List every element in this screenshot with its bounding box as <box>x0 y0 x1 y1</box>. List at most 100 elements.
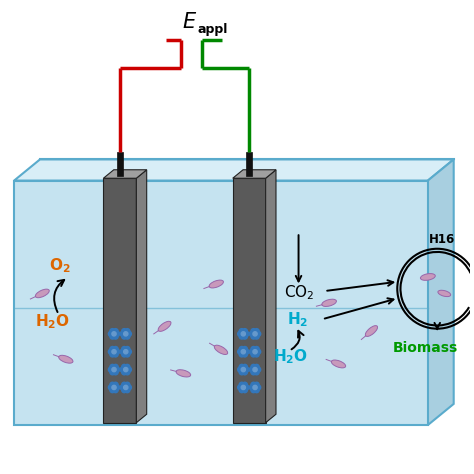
Circle shape <box>122 382 127 387</box>
Circle shape <box>237 331 243 337</box>
Circle shape <box>244 385 249 390</box>
Circle shape <box>113 346 118 352</box>
Circle shape <box>110 346 115 352</box>
Circle shape <box>239 352 245 357</box>
Circle shape <box>126 331 131 337</box>
Circle shape <box>110 388 115 392</box>
Ellipse shape <box>365 326 377 337</box>
Ellipse shape <box>209 280 223 288</box>
Circle shape <box>251 382 256 387</box>
Polygon shape <box>103 178 137 423</box>
Polygon shape <box>428 159 454 425</box>
Circle shape <box>241 350 246 354</box>
Circle shape <box>239 382 245 387</box>
Polygon shape <box>137 170 146 423</box>
Circle shape <box>125 370 130 375</box>
Circle shape <box>237 385 243 390</box>
Ellipse shape <box>438 290 451 297</box>
Ellipse shape <box>322 299 337 307</box>
Ellipse shape <box>158 321 171 331</box>
Circle shape <box>251 346 256 352</box>
Ellipse shape <box>214 345 228 355</box>
Circle shape <box>124 385 128 390</box>
Circle shape <box>241 385 246 390</box>
FancyBboxPatch shape <box>117 152 123 176</box>
Polygon shape <box>233 170 276 178</box>
Circle shape <box>242 370 247 375</box>
Circle shape <box>255 331 261 337</box>
Circle shape <box>125 365 130 370</box>
FancyBboxPatch shape <box>246 152 252 176</box>
Circle shape <box>254 370 259 375</box>
Circle shape <box>125 334 130 339</box>
Circle shape <box>126 385 131 390</box>
Circle shape <box>122 388 127 392</box>
Circle shape <box>122 328 127 334</box>
Polygon shape <box>14 181 428 425</box>
Circle shape <box>239 388 245 392</box>
Circle shape <box>115 367 119 372</box>
Polygon shape <box>14 159 454 181</box>
Ellipse shape <box>36 289 49 298</box>
Circle shape <box>112 332 116 336</box>
Circle shape <box>253 385 257 390</box>
Circle shape <box>255 349 261 354</box>
Ellipse shape <box>331 360 346 368</box>
Circle shape <box>125 352 130 357</box>
Circle shape <box>126 367 131 372</box>
Circle shape <box>113 370 118 375</box>
Text: H16: H16 <box>429 233 455 246</box>
Circle shape <box>109 331 114 337</box>
Polygon shape <box>233 178 265 423</box>
Text: appl: appl <box>198 23 228 36</box>
Circle shape <box>109 367 114 372</box>
Circle shape <box>113 334 118 339</box>
Ellipse shape <box>420 273 435 280</box>
Text: $\mathregular{H_2O}$: $\mathregular{H_2O}$ <box>273 347 308 366</box>
Circle shape <box>254 352 259 357</box>
Circle shape <box>110 382 115 387</box>
Circle shape <box>253 367 257 372</box>
Circle shape <box>120 349 125 354</box>
Circle shape <box>254 334 259 339</box>
Circle shape <box>254 388 259 392</box>
Circle shape <box>244 367 249 372</box>
Text: $\mathregular{H_2O}$: $\mathregular{H_2O}$ <box>35 312 70 331</box>
Circle shape <box>242 365 247 370</box>
Circle shape <box>242 328 247 334</box>
Circle shape <box>242 382 247 387</box>
Circle shape <box>244 331 249 337</box>
Circle shape <box>124 332 128 336</box>
Circle shape <box>242 388 247 392</box>
Circle shape <box>110 334 115 339</box>
Circle shape <box>251 334 256 339</box>
Circle shape <box>125 328 130 334</box>
Circle shape <box>237 349 243 354</box>
Circle shape <box>255 367 261 372</box>
Circle shape <box>125 346 130 352</box>
Circle shape <box>239 365 245 370</box>
Circle shape <box>254 365 259 370</box>
Circle shape <box>120 367 125 372</box>
Circle shape <box>110 352 115 357</box>
Circle shape <box>109 385 114 390</box>
Circle shape <box>115 385 119 390</box>
Circle shape <box>110 370 115 375</box>
Circle shape <box>251 365 256 370</box>
Text: $\mathregular{H_2}$: $\mathregular{H_2}$ <box>287 310 308 328</box>
Circle shape <box>242 352 247 357</box>
Circle shape <box>251 352 256 357</box>
Circle shape <box>251 388 256 392</box>
Circle shape <box>122 352 127 357</box>
Text: $\mathit{E}$: $\mathit{E}$ <box>182 12 197 33</box>
Circle shape <box>125 388 130 392</box>
Circle shape <box>126 349 131 354</box>
Circle shape <box>254 346 259 352</box>
Circle shape <box>109 349 114 354</box>
Circle shape <box>125 382 130 387</box>
Circle shape <box>251 370 256 375</box>
Circle shape <box>255 385 261 390</box>
Circle shape <box>124 367 128 372</box>
Circle shape <box>239 334 245 339</box>
Circle shape <box>239 370 245 375</box>
